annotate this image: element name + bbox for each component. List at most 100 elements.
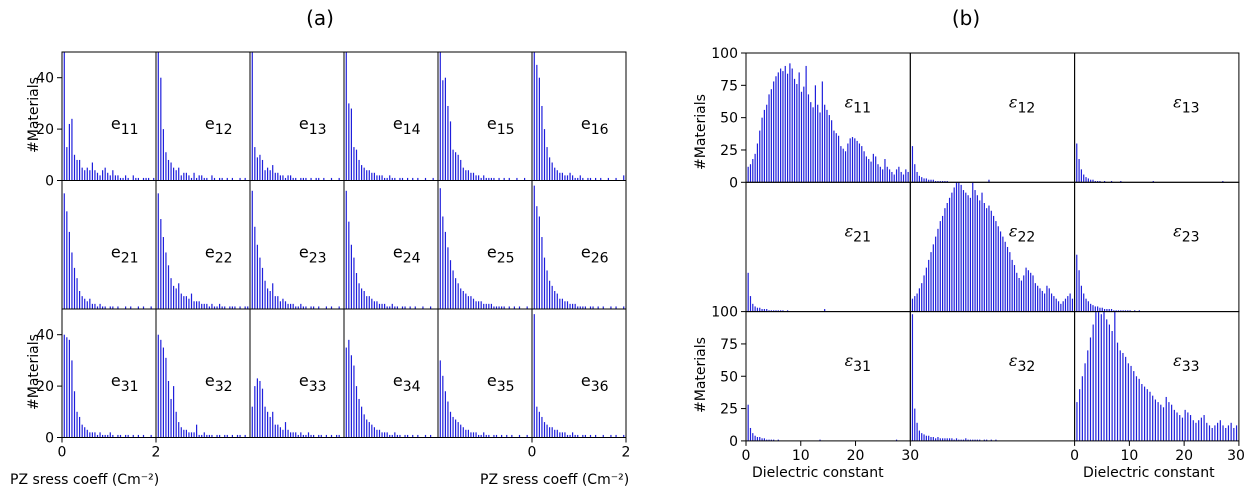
panel-b-xlabel-right: Dielectric constant bbox=[1083, 465, 1215, 481]
subplot-frame bbox=[1074, 311, 1240, 442]
x-tick-label: 30 bbox=[901, 448, 919, 464]
x-tick-label: 0 bbox=[528, 445, 537, 461]
panel-b-xlabel-left: Dielectric constant bbox=[752, 465, 884, 481]
y-tick-label: 40 bbox=[36, 328, 54, 344]
subplot-frame bbox=[249, 308, 345, 438]
subplot-label: e12 bbox=[205, 114, 233, 138]
y-tick-label: 20 bbox=[36, 122, 54, 138]
subplot-label: e21 bbox=[111, 243, 139, 267]
subplot-label: e13 bbox=[299, 114, 327, 138]
panel-a-xlabel-left: PZ sress coeff (Cm⁻²) bbox=[10, 472, 159, 488]
a-subplot-e16: e16 bbox=[531, 51, 627, 181]
a-subplot-e15: e15 bbox=[437, 51, 533, 181]
panel-a-ylabel-top: #Materials bbox=[26, 77, 42, 153]
subplot-label: e31 bbox=[111, 371, 139, 395]
subplot-label: ε22 bbox=[1009, 222, 1035, 246]
subplot-frame bbox=[531, 180, 627, 310]
x-tick-label: 2 bbox=[622, 445, 631, 461]
panel-b-ylabel-top: #Materials bbox=[693, 94, 709, 170]
x-tick-label: 20 bbox=[847, 448, 865, 464]
a-subplot-e34: e34 bbox=[343, 308, 439, 438]
subplot-label: e14 bbox=[393, 114, 421, 138]
a-subplot-e14: e14 bbox=[343, 51, 439, 181]
subplot-frame bbox=[343, 308, 439, 438]
subplot-frame bbox=[155, 51, 251, 181]
subplot-frame bbox=[249, 180, 345, 310]
y-tick-label: 50 bbox=[720, 111, 738, 127]
subplot-frame bbox=[61, 308, 157, 438]
a-subplot-e25: e25 bbox=[437, 180, 533, 310]
y-tick-label: 75 bbox=[720, 337, 738, 353]
subplot-label: ε13 bbox=[1173, 92, 1199, 116]
subplot-frame bbox=[249, 51, 345, 181]
subplot-frame bbox=[745, 52, 911, 183]
b-subplot-eps23: ε23 bbox=[1074, 181, 1240, 313]
x-tick-label: 0 bbox=[58, 445, 67, 461]
y-tick-label: 75 bbox=[720, 78, 738, 94]
a-subplot-e26: e26 bbox=[531, 180, 627, 310]
a-subplot-e12: e12 bbox=[155, 51, 251, 181]
subplot-label: e25 bbox=[487, 243, 515, 267]
a-subplot-e33: e33 bbox=[249, 308, 345, 438]
subplot-frame bbox=[909, 52, 1076, 183]
subplot-frame bbox=[437, 51, 533, 181]
y-tick-label: 0 bbox=[45, 174, 54, 190]
x-tick-label: 30 bbox=[1227, 448, 1245, 464]
subplot-label: e22 bbox=[205, 243, 233, 267]
subplot-label: ε12 bbox=[1009, 92, 1035, 116]
y-tick-label: 20 bbox=[36, 379, 54, 395]
b-subplot-eps31: ε31 bbox=[745, 311, 911, 442]
a-subplot-e21: e21 bbox=[61, 180, 157, 310]
subplot-label: e15 bbox=[487, 114, 515, 138]
subplot-label: ε33 bbox=[1173, 351, 1199, 375]
subplot-label: ε31 bbox=[845, 351, 871, 375]
subplot-frame bbox=[1074, 181, 1240, 313]
subplot-frame bbox=[909, 181, 1076, 313]
subplot-frame bbox=[437, 180, 533, 310]
y-tick-label: 40 bbox=[36, 71, 54, 87]
b-subplot-eps33: ε33 bbox=[1074, 311, 1240, 442]
subplot-label: e35 bbox=[487, 371, 515, 395]
subplot-frame bbox=[343, 51, 439, 181]
x-tick-label: 10 bbox=[1120, 448, 1138, 464]
y-tick-label: 0 bbox=[729, 175, 738, 191]
subplot-label: e24 bbox=[393, 243, 421, 267]
subplot-label: e11 bbox=[111, 114, 139, 138]
subplot-label: e16 bbox=[581, 114, 609, 138]
x-tick-label: 20 bbox=[1175, 448, 1193, 464]
b-subplot-eps12: ε12 bbox=[909, 52, 1076, 183]
subplot-label: e23 bbox=[299, 243, 327, 267]
subplot-label: e33 bbox=[299, 371, 327, 395]
subplot-frame bbox=[61, 180, 157, 310]
subplot-frame bbox=[61, 51, 157, 181]
y-tick-label: 25 bbox=[720, 143, 738, 159]
x-tick-label: 10 bbox=[792, 448, 810, 464]
a-subplot-e35: e35 bbox=[437, 308, 533, 438]
subplot-label: e32 bbox=[205, 371, 233, 395]
subplot-label: e36 bbox=[581, 371, 609, 395]
panel-a-xlabel-right: PZ sress coeff (Cm⁻²) bbox=[480, 472, 629, 488]
a-subplot-e36: e36 bbox=[531, 308, 627, 438]
subplot-frame bbox=[343, 180, 439, 310]
b-subplot-eps22: ε22 bbox=[909, 181, 1076, 313]
subplot-frame bbox=[531, 308, 627, 438]
a-subplot-e31: e31 bbox=[61, 308, 157, 438]
y-tick-label: 25 bbox=[720, 402, 738, 418]
x-tick-label: 0 bbox=[742, 448, 751, 464]
a-subplot-e32: e32 bbox=[155, 308, 251, 438]
y-tick-label: 50 bbox=[720, 369, 738, 385]
panel-b-ylabel-bottom: #Materials bbox=[693, 337, 709, 413]
a-subplot-e11: e11 bbox=[61, 51, 157, 181]
subplot-frame bbox=[909, 311, 1076, 442]
y-tick-label: 100 bbox=[711, 305, 738, 321]
subplot-label: ε11 bbox=[845, 92, 871, 116]
subplot-label: e26 bbox=[581, 243, 609, 267]
subplot-frame bbox=[155, 180, 251, 310]
x-tick-label: 2 bbox=[152, 445, 161, 461]
subplot-frame bbox=[745, 311, 911, 442]
subplot-frame bbox=[437, 308, 533, 438]
a-subplot-e23: e23 bbox=[249, 180, 345, 310]
panel-b-title: (b) bbox=[952, 6, 980, 30]
y-tick-label: 100 bbox=[711, 46, 738, 62]
